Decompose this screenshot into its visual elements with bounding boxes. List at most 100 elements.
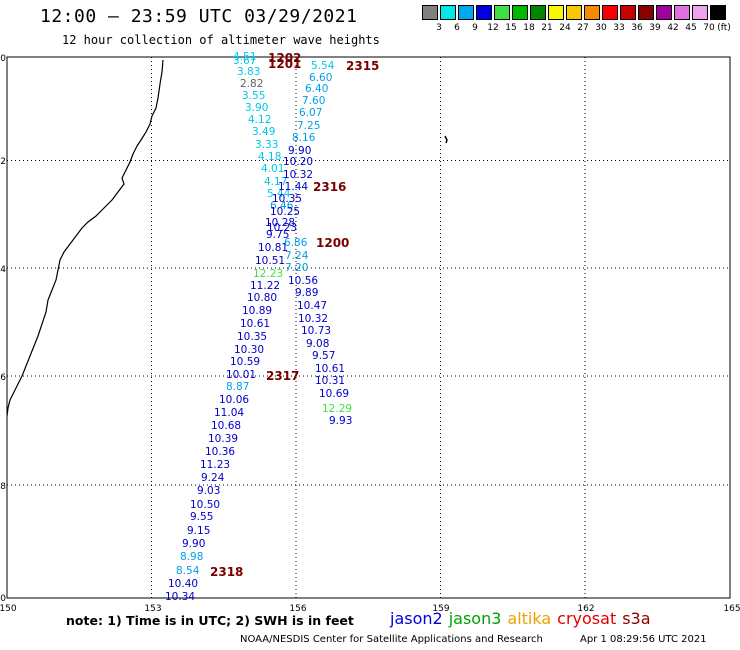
legend-unit: (ft)	[717, 23, 731, 33]
graticule	[7, 57, 730, 598]
legend-label: 70	[703, 23, 715, 33]
legend-label: 12	[487, 23, 499, 33]
legend-swatch	[530, 5, 546, 20]
legend-label: 30	[595, 23, 607, 33]
wave-height-value: 10.01	[226, 369, 256, 381]
legend-label: 21	[541, 23, 553, 33]
wave-height-value: 10.81	[258, 242, 288, 254]
legend-label: 9	[472, 23, 478, 33]
wave-height-value: 10.30	[234, 344, 264, 356]
wave-height-value: 10.32	[283, 169, 313, 181]
legend-swatch	[494, 5, 510, 20]
wave-height-value: 10.89	[242, 305, 272, 317]
satellite-legend-item: cryosat	[557, 609, 617, 628]
wave-height-value: 9.90	[182, 538, 205, 550]
wave-height-value: 9.57	[312, 350, 335, 362]
legend-swatch	[512, 5, 528, 20]
legend-label: 6	[454, 23, 460, 33]
wave-height-value: 9.75	[266, 229, 289, 241]
island-mark	[444, 135, 448, 144]
wave-height-value: 7.20	[285, 262, 308, 274]
legend-label: 18	[523, 23, 535, 33]
wave-height-value: 9.55	[190, 511, 213, 523]
legend-swatch	[422, 5, 438, 20]
wave-height-value: 9.93	[329, 415, 352, 427]
legend-swatch	[656, 5, 672, 20]
legend-swatch	[548, 5, 564, 20]
legend-swatch	[710, 5, 726, 20]
pass-time-label: 1201	[268, 57, 301, 71]
legend-swatch	[638, 5, 654, 20]
legend-label: 3	[436, 23, 442, 33]
wave-height-value: 10.06	[219, 394, 249, 406]
wave-height-value: 9.89	[295, 287, 318, 299]
x-tick-label: 159	[432, 604, 449, 614]
pass-time-label: 2317	[266, 369, 299, 383]
x-tick-label: 150	[0, 604, 17, 614]
y-tick-label: -38	[0, 482, 6, 492]
wave-height-value: 4.17	[264, 176, 287, 188]
map-subtitle: 12 hour collection of altimeter wave hei…	[62, 33, 380, 47]
wave-height-value: 3.67	[233, 55, 256, 67]
wave-height-value: 3.55	[242, 90, 265, 102]
wave-height-value: 10.25	[270, 206, 300, 218]
wave-height-value: 5.54	[311, 60, 335, 72]
wave-height-value: 10.50	[190, 499, 220, 511]
wave-height-value: 12.29	[322, 403, 352, 415]
x-tick-label: 156	[289, 604, 306, 614]
legend-label: 27	[577, 23, 589, 33]
wave-height-value: 10.51	[255, 255, 285, 267]
wave-height-value: 5.44	[267, 188, 291, 200]
legend-label: 45	[685, 23, 697, 33]
legend-swatch	[566, 5, 582, 20]
wave-height-value: 10.20	[283, 156, 313, 168]
wave-height-value: 10.59	[230, 356, 260, 368]
y-tick-label: -30	[0, 54, 6, 64]
map-frame	[6, 56, 731, 599]
legend-swatch	[620, 5, 636, 20]
legend-label: 33	[613, 23, 625, 33]
y-tick-label: -40	[0, 594, 6, 604]
wave-height-value: 11.04	[214, 407, 244, 419]
wave-height-value: 10.73	[301, 325, 331, 337]
legend-swatch	[692, 5, 708, 20]
satellite-legend-item: jason3	[448, 609, 502, 628]
wave-height-value: 10.61	[315, 363, 345, 375]
wave-height-value: 3.83	[237, 66, 260, 78]
pass-time-label: 1202	[268, 51, 301, 65]
legend-swatch	[458, 5, 474, 20]
wave-height-value: 4.12	[248, 114, 271, 126]
credit-line: NOAA/NESDIS Center for Satellite Applica…	[240, 634, 543, 645]
wave-height-value: 6.40	[305, 83, 328, 95]
wave-height-value: 11.44	[278, 181, 308, 193]
wave-height-value: 6.07	[299, 107, 322, 119]
wave-height-value: 10.40	[168, 578, 198, 590]
satellite-legend-item: jason2	[390, 609, 443, 628]
legend-label: 15	[505, 23, 517, 33]
satellite-legend-item: s3a	[622, 609, 651, 628]
wave-height-value: 7.60	[302, 95, 325, 107]
wave-height-value: 9.90	[288, 145, 311, 157]
wave-height-value: 3.49	[252, 126, 275, 138]
legend-label: 24	[559, 23, 571, 33]
wave-height-value: 11.22	[250, 280, 280, 292]
legend-swatch	[674, 5, 690, 20]
wave-height-value: 10.35	[272, 193, 302, 205]
legend-label: 36	[631, 23, 643, 33]
satellite-legend: jason2 jason3 altika cryosat s3a	[390, 609, 657, 628]
wave-height-value: 4.18	[258, 151, 281, 163]
map-title: 12:00 – 23:59 UTC 03/29/2021	[40, 6, 358, 27]
wave-height-value: 10.34	[165, 591, 195, 603]
wave-height-value: 8.87	[226, 381, 249, 393]
wave-height-value: 6.86	[284, 237, 308, 249]
wave-height-value: 10.61	[240, 318, 270, 330]
legend-swatch	[440, 5, 456, 20]
coastline	[6, 59, 164, 417]
y-tick-label: -34	[0, 265, 6, 275]
wave-height-value: 10.39	[208, 433, 238, 445]
wave-height-value: 2.82	[240, 78, 263, 90]
wave-height-value: 6.46	[270, 200, 294, 212]
satellite-legend-item: altika	[507, 609, 552, 628]
pass-time-label: 1200	[316, 236, 349, 250]
